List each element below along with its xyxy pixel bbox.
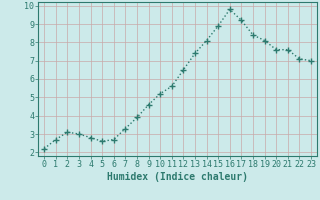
X-axis label: Humidex (Indice chaleur): Humidex (Indice chaleur) (107, 172, 248, 182)
